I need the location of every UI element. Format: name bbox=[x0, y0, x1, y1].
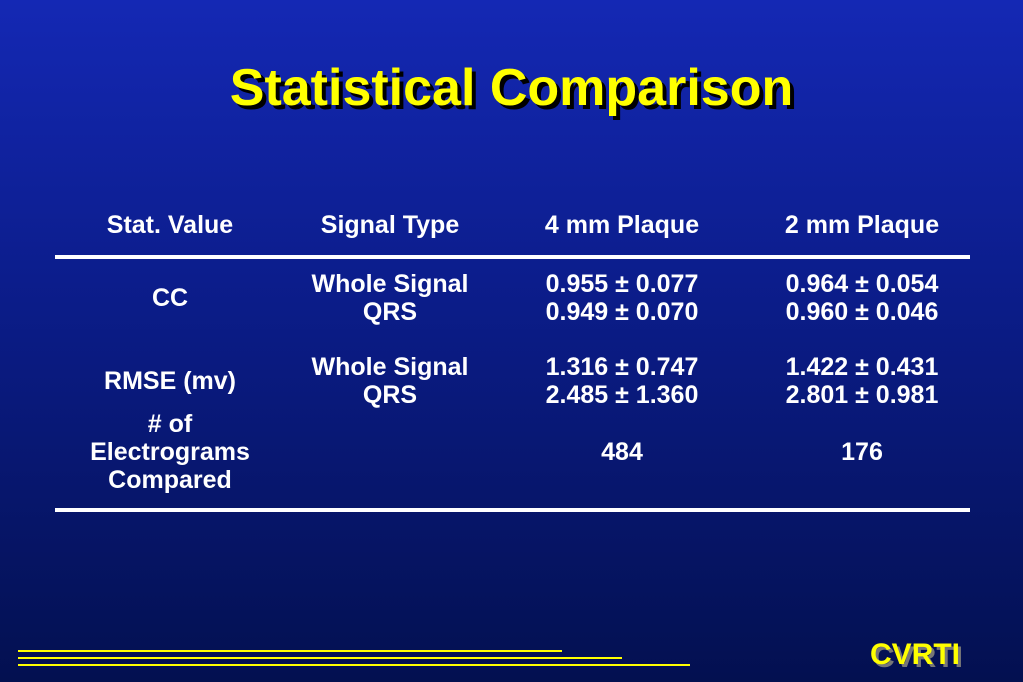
table-cell: QRS bbox=[362, 381, 418, 409]
table-cell: 2.485 ± 1.360 bbox=[545, 381, 699, 409]
column-header: Signal Type bbox=[320, 211, 460, 239]
table-cell: 0.964 ± 0.054 bbox=[785, 270, 939, 298]
table-cell: Whole Signal bbox=[311, 353, 469, 381]
table-cell: 1.422 ± 0.431 bbox=[785, 353, 939, 381]
decor-line bbox=[18, 657, 622, 659]
bottom-rule bbox=[55, 508, 970, 512]
table-cell: 176 bbox=[841, 438, 883, 466]
decor-line bbox=[18, 650, 562, 652]
column-header: 4 mm Plaque bbox=[544, 211, 700, 239]
table-cell: Electrograms bbox=[90, 438, 250, 466]
header-rule bbox=[55, 255, 970, 259]
decor-line bbox=[18, 664, 690, 666]
table-cell: QRS bbox=[362, 298, 418, 326]
table-cell: 2.801 ± 0.981 bbox=[785, 381, 939, 409]
table-cell: Whole Signal bbox=[311, 270, 469, 298]
table-cell: 1.316 ± 0.747 bbox=[545, 353, 699, 381]
table-cell: 0.949 ± 0.070 bbox=[545, 298, 699, 326]
table-cell: 0.955 ± 0.077 bbox=[545, 270, 699, 298]
table-cell: 484 bbox=[601, 438, 643, 466]
column-header: 2 mm Plaque bbox=[784, 211, 940, 239]
column-header: Stat. Value bbox=[106, 211, 234, 239]
slide-title: Statistical Comparison bbox=[229, 59, 794, 117]
table-cell: # of bbox=[147, 410, 193, 438]
logo: CVRTI bbox=[870, 638, 960, 671]
table-cell: 0.960 ± 0.046 bbox=[785, 298, 939, 326]
table-cell: RMSE (mv) bbox=[104, 367, 236, 395]
table-cell: Compared bbox=[108, 466, 232, 494]
table-cell: CC bbox=[151, 284, 189, 312]
